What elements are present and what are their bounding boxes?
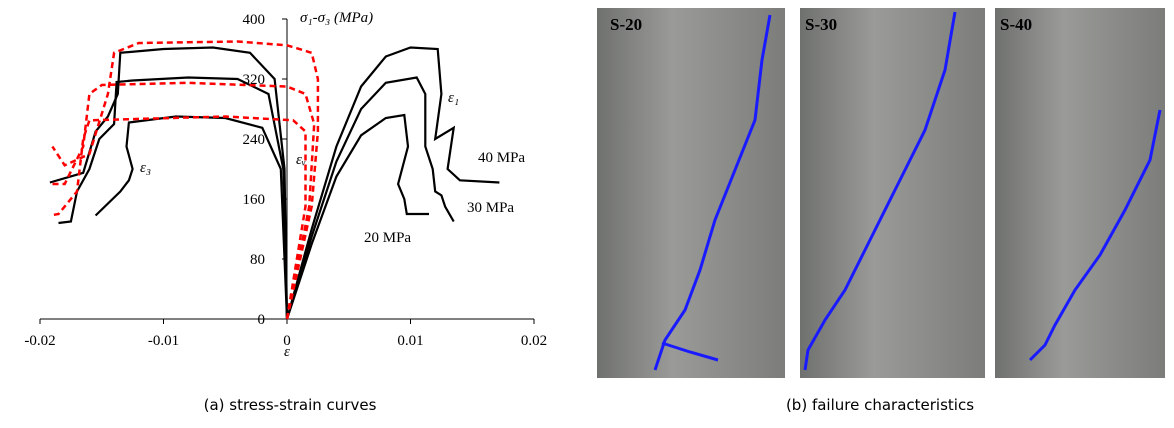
x-tick-label: 0.01: [397, 333, 423, 349]
annotation: 20 MPa: [364, 230, 411, 246]
x-tick-label: -0.02: [24, 333, 55, 349]
y-tick-label: 240: [243, 132, 266, 148]
photo-label: S-20: [610, 15, 642, 34]
caption: (a) stress-strain curves: [204, 396, 377, 414]
photo-label: S-40: [1000, 15, 1032, 34]
annotation: 30 MPa: [467, 200, 514, 216]
x-tick-label: 0: [283, 333, 291, 349]
y-tick-label: 0: [258, 312, 266, 328]
chart: σ₁-σ₃ (MPa) ε ε₁ ε₃ εᵥ 40 MPa 30 MPa 20 …: [24, 10, 547, 360]
x-tick-label: -0.01: [148, 333, 179, 349]
annotation: 40 MPa: [478, 150, 525, 166]
specimen-photo: [597, 8, 785, 378]
photo-label: S-30: [805, 15, 837, 34]
y-axis-title: σ₁-σ₃ (MPa): [300, 10, 373, 26]
figure: σ₁-σ₃ (MPa) ε ε₁ ε₃ εᵥ 40 MPa 30 MPa 20 …: [0, 0, 1174, 423]
specimen-photo: [995, 8, 1165, 378]
caption: (b) failure characteristics: [786, 396, 974, 414]
curve: [50, 117, 306, 320]
curve: [50, 48, 287, 320]
x-tick-label: 0.02: [521, 333, 547, 349]
y-tick-label: 80: [250, 252, 265, 268]
photos: S-20 S-30 S-40: [597, 8, 1165, 378]
y-tick-label: 160: [243, 192, 266, 208]
annotation: ε₁: [448, 90, 459, 106]
y-tick-label: 400: [243, 12, 266, 28]
annotation: ε₃: [140, 160, 151, 176]
